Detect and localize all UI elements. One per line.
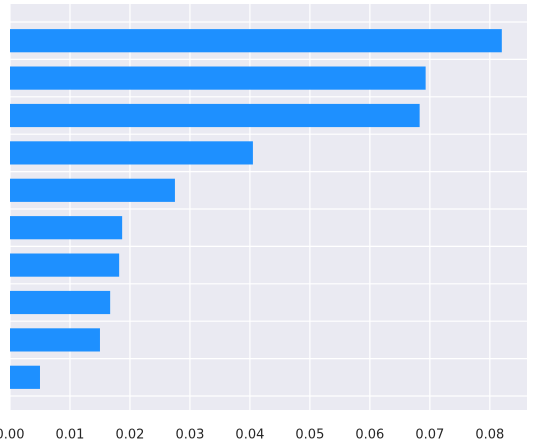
x-tick-label: 0.00 — [0, 428, 24, 443]
bar — [10, 29, 502, 53]
bar — [10, 216, 123, 240]
bar — [10, 290, 111, 315]
x-tick-label: 0.02 — [115, 428, 144, 443]
x-tick-label: 0.03 — [175, 428, 204, 443]
x-tick-label: 0.01 — [56, 428, 85, 443]
bar — [10, 253, 120, 277]
x-tick-label: 0.07 — [415, 428, 444, 443]
bar — [10, 141, 253, 165]
bar — [10, 178, 175, 202]
x-tick-label: 0.04 — [235, 428, 264, 443]
x-tick-label: 0.06 — [355, 428, 384, 443]
bar — [10, 328, 100, 352]
bar — [10, 66, 426, 90]
x-tick-label: 0.05 — [295, 428, 324, 443]
bar — [10, 365, 40, 389]
bar — [10, 103, 420, 128]
x-tick-label: 0.08 — [475, 428, 504, 443]
